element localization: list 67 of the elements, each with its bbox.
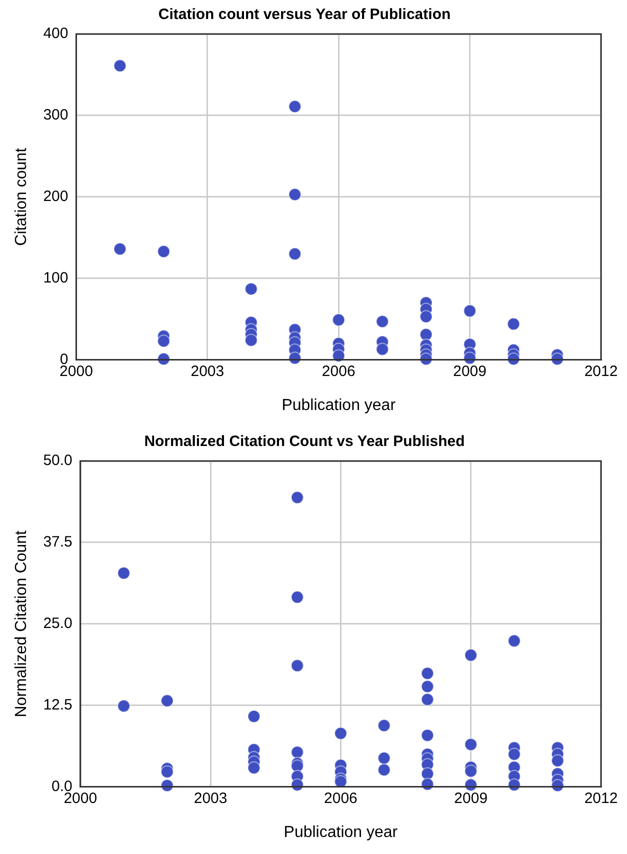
point xyxy=(376,315,389,328)
point xyxy=(290,759,304,772)
point xyxy=(378,763,391,776)
point xyxy=(247,710,260,723)
x-tick-label: 2012 xyxy=(584,790,618,807)
x-tick-label: 2012 xyxy=(584,362,618,380)
point xyxy=(157,244,170,258)
x-tick-label: 2000 xyxy=(64,790,98,807)
point xyxy=(288,247,302,260)
point xyxy=(420,310,433,324)
point xyxy=(420,692,434,706)
point xyxy=(113,59,126,72)
point xyxy=(290,659,304,672)
point xyxy=(288,100,302,113)
point xyxy=(464,648,478,662)
x-tick-label: 2009 xyxy=(454,790,488,807)
x-axis-title: Publication year xyxy=(284,824,398,841)
x-tick-label: 2000 xyxy=(60,362,93,380)
x-tick-label: 2003 xyxy=(194,790,228,807)
y-axis-title: Normalized Citation Count xyxy=(13,530,30,718)
point xyxy=(290,746,304,759)
y-tick-label: 400 xyxy=(43,25,68,42)
point xyxy=(420,328,433,342)
chart-title: Normalized Citation Count vs Year Published xyxy=(144,433,465,450)
point xyxy=(420,666,434,680)
x-tick-label: 2006 xyxy=(324,790,358,807)
y-tick-label: 25.0 xyxy=(43,615,72,632)
point xyxy=(332,313,346,326)
point xyxy=(160,694,174,708)
y-tick-label: 200 xyxy=(43,188,68,206)
point xyxy=(420,767,434,780)
y-tick-label: 300 xyxy=(43,106,68,124)
chart-title: Citation count versus Year of Publication xyxy=(158,6,451,24)
x-tick-label: 2009 xyxy=(453,362,486,380)
point xyxy=(508,748,521,761)
point xyxy=(334,726,348,740)
x-tick-label: 2006 xyxy=(322,362,356,380)
y-tick-label: 50.0 xyxy=(43,452,72,470)
point xyxy=(290,590,304,604)
point xyxy=(334,775,348,788)
point xyxy=(420,680,434,693)
point xyxy=(117,700,130,712)
point xyxy=(113,242,126,256)
point xyxy=(551,754,564,768)
point xyxy=(463,304,476,318)
point xyxy=(378,752,391,765)
point xyxy=(507,317,520,330)
point xyxy=(244,334,258,347)
point xyxy=(376,342,389,356)
x-axis-title: Publication year xyxy=(282,396,396,414)
y-tick-label: 37.5 xyxy=(43,534,72,551)
point xyxy=(290,490,304,504)
point xyxy=(247,761,260,774)
y-tick-label: 12.5 xyxy=(43,696,72,714)
point xyxy=(464,764,478,778)
point xyxy=(420,728,434,742)
point xyxy=(244,282,258,296)
point xyxy=(157,334,170,348)
point xyxy=(288,188,302,201)
x-tick-label: 2003 xyxy=(190,362,224,380)
y-axis-title: Citation count xyxy=(13,147,30,246)
point xyxy=(464,738,478,751)
point xyxy=(117,566,130,580)
point xyxy=(160,765,174,778)
point xyxy=(508,634,521,648)
point xyxy=(378,719,391,732)
y-tick-label: 100 xyxy=(43,269,68,286)
